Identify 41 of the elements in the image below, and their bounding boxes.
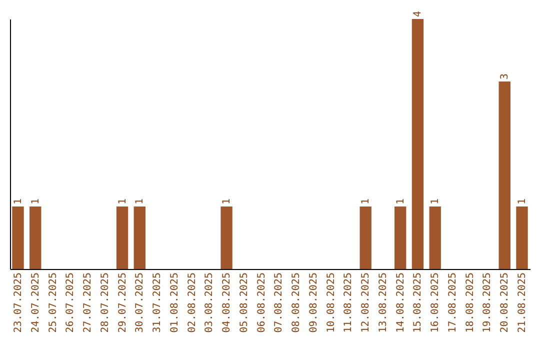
data-label: 1 [222,198,233,204]
x-tick-label: 18.08.2025 [464,272,476,333]
x-tick-label: 04.08.2025 [222,272,233,333]
x-tick-label: 14.08.2025 [395,272,406,333]
x-tick-label: 09.08.2025 [308,272,320,333]
x-tick-label: 27.07.2025 [82,272,94,333]
x-tick-label: 28.07.2025 [100,272,111,333]
x-tick-label: 25.07.2025 [48,272,59,333]
x-tick-label: 24.07.2025 [30,272,42,333]
x-tick-label: 03.08.2025 [204,272,216,333]
x-tick-label: 23.07.2025 [12,272,24,333]
x-tick-label: 16.08.2025 [430,272,442,333]
x-tick-label: 26.07.2025 [65,272,76,333]
x-tick-label: 05.08.2025 [238,272,250,333]
x-tick-label: 07.08.2025 [274,272,285,333]
data-label: 4 [412,10,424,17]
data-label: 3 [500,73,511,80]
x-tick-label: 20.08.2025 [500,272,511,333]
x-tick-label: 15.08.2025 [412,272,424,333]
data-label: 1 [360,198,372,204]
x-tick-label: 19.08.2025 [482,272,494,333]
data-label: 1 [12,198,24,204]
x-tick-label: 17.08.2025 [447,272,458,333]
x-tick-label: 29.07.2025 [117,272,128,333]
x-tick-label: 30.07.2025 [134,272,146,333]
x-tick-label: 21.08.2025 [517,272,528,333]
data-label: 1 [395,198,406,204]
x-tick-label: 10.08.2025 [326,272,337,333]
x-tick-label: 12.08.2025 [360,272,372,333]
x-tick-label: 02.08.2025 [186,272,198,333]
x-tick-label: 11.08.2025 [343,272,354,333]
data-label: 1 [517,198,528,204]
x-tick-label: 08.08.2025 [291,272,302,333]
x-tick-label: 06.08.2025 [256,272,268,333]
data-label: 1 [134,198,146,204]
data-label: 1 [30,198,42,204]
data-label: 1 [117,198,128,204]
x-tick-label: 13.08.2025 [378,272,389,333]
x-tick-label: 01.08.2025 [169,272,180,333]
data-label: 1 [430,198,442,204]
x-tick-label: 31.07.2025 [152,272,164,333]
